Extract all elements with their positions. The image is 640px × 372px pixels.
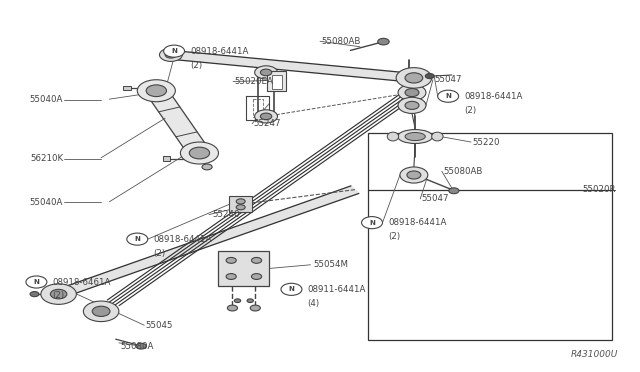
Circle shape	[378, 38, 389, 45]
Bar	[229, 196, 252, 212]
Text: 55080AB: 55080AB	[321, 37, 361, 46]
Text: 55020R: 55020R	[582, 185, 616, 194]
Circle shape	[51, 289, 67, 299]
Polygon shape	[54, 186, 359, 298]
Circle shape	[159, 48, 182, 61]
Text: 55240: 55240	[212, 210, 239, 219]
Circle shape	[281, 283, 302, 295]
Text: N: N	[289, 286, 294, 292]
Circle shape	[92, 306, 110, 317]
Circle shape	[252, 257, 262, 263]
Circle shape	[136, 343, 146, 349]
Ellipse shape	[431, 132, 443, 141]
Circle shape	[26, 276, 47, 288]
Circle shape	[164, 45, 184, 57]
Text: 56210K: 56210K	[30, 154, 63, 163]
Circle shape	[438, 90, 459, 102]
Circle shape	[405, 73, 423, 83]
Circle shape	[449, 188, 459, 194]
Circle shape	[180, 142, 218, 164]
Text: 55020EA: 55020EA	[234, 77, 273, 86]
Text: N: N	[134, 236, 140, 242]
Text: (2): (2)	[388, 232, 400, 241]
Text: 08918-6441A: 08918-6441A	[153, 235, 211, 244]
Text: 55040A: 55040A	[29, 198, 63, 207]
Bar	[272, 75, 282, 89]
Text: (2): (2)	[464, 106, 476, 115]
Bar	[367, 133, 612, 340]
Circle shape	[398, 97, 426, 113]
Circle shape	[426, 74, 434, 78]
Circle shape	[400, 167, 428, 183]
Bar	[218, 251, 269, 286]
Bar	[268, 71, 286, 92]
Text: 08911-6441A: 08911-6441A	[307, 285, 365, 294]
Circle shape	[41, 284, 76, 304]
Circle shape	[247, 299, 253, 302]
Circle shape	[407, 171, 421, 179]
Text: (2): (2)	[52, 291, 65, 301]
Text: 08918-6441A: 08918-6441A	[190, 46, 248, 56]
Text: N: N	[171, 48, 177, 54]
Text: 55220: 55220	[472, 138, 500, 147]
Circle shape	[226, 257, 236, 263]
Circle shape	[146, 85, 166, 97]
Polygon shape	[146, 88, 210, 155]
Text: N: N	[369, 219, 375, 226]
Circle shape	[405, 101, 419, 109]
Circle shape	[226, 273, 236, 279]
Text: (4): (4)	[307, 299, 319, 308]
Circle shape	[260, 113, 272, 120]
Circle shape	[260, 69, 272, 76]
Circle shape	[83, 301, 119, 321]
Circle shape	[255, 110, 278, 123]
Text: 55080AB: 55080AB	[443, 167, 483, 176]
Text: 08918-6441A: 08918-6441A	[464, 92, 522, 101]
Circle shape	[165, 51, 177, 58]
Circle shape	[227, 305, 237, 311]
Text: 55047: 55047	[434, 75, 461, 84]
Circle shape	[252, 273, 262, 279]
Circle shape	[396, 68, 431, 88]
Text: 08918-6461A: 08918-6461A	[52, 278, 111, 286]
Circle shape	[30, 292, 39, 296]
Text: 55080A: 55080A	[120, 342, 154, 351]
Bar	[163, 156, 170, 161]
Circle shape	[236, 199, 245, 204]
Text: N: N	[33, 279, 39, 285]
Text: R431000U: R431000U	[571, 350, 618, 359]
Text: (2): (2)	[190, 61, 202, 70]
Bar	[124, 86, 131, 90]
Circle shape	[250, 305, 260, 311]
Text: 55054M: 55054M	[314, 260, 349, 269]
Polygon shape	[170, 51, 415, 82]
Circle shape	[255, 66, 278, 79]
Ellipse shape	[405, 132, 426, 141]
Ellipse shape	[397, 129, 433, 144]
Circle shape	[398, 84, 426, 100]
Text: (2): (2)	[153, 248, 165, 257]
Circle shape	[127, 233, 148, 245]
Circle shape	[202, 164, 212, 170]
Circle shape	[236, 205, 245, 210]
Circle shape	[137, 80, 175, 102]
Circle shape	[405, 89, 419, 97]
Circle shape	[234, 299, 241, 302]
Circle shape	[362, 217, 383, 229]
Text: 55247: 55247	[253, 119, 281, 128]
Text: 55047: 55047	[422, 194, 449, 203]
Ellipse shape	[387, 132, 399, 141]
Text: 55045: 55045	[145, 321, 173, 330]
Text: N: N	[445, 93, 451, 99]
Text: 55040A: 55040A	[29, 95, 63, 105]
Circle shape	[189, 147, 210, 159]
Text: 08918-6441A: 08918-6441A	[388, 218, 446, 227]
